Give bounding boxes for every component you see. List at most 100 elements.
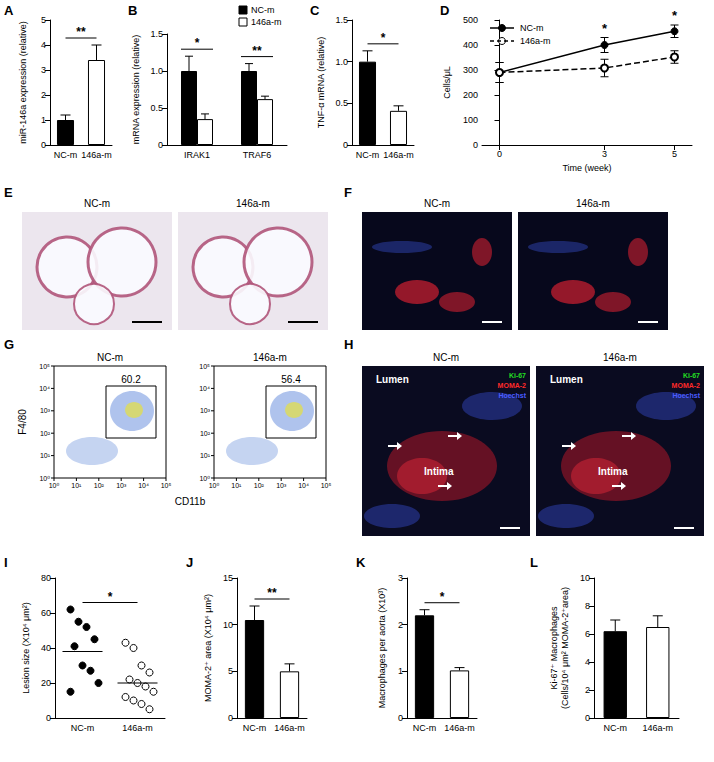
svg-text:*: * — [440, 590, 445, 604]
svg-text:C: C — [310, 3, 320, 18]
svg-text:60: 60 — [41, 608, 51, 618]
svg-text:1.0: 1.0 — [335, 57, 348, 67]
svg-text:10¹: 10¹ — [40, 452, 51, 459]
svg-text:Hoechst: Hoechst — [498, 392, 526, 399]
svg-text:Cells/μL: Cells/μL — [442, 66, 452, 99]
svg-text:NC-m: NC-m — [97, 352, 123, 363]
svg-text:IRAK1: IRAK1 — [184, 150, 210, 160]
svg-text:10⁰: 10⁰ — [49, 482, 60, 489]
svg-text:10⁴: 10⁴ — [138, 482, 149, 489]
svg-text:NC-m: NC-m — [243, 723, 267, 733]
svg-text:3: 3 — [602, 149, 607, 159]
svg-text:146a-m: 146a-m — [236, 198, 270, 209]
svg-text:NC-m: NC-m — [604, 723, 628, 733]
svg-text:10¹: 10¹ — [200, 452, 211, 459]
svg-text:NC-m: NC-m — [424, 198, 450, 209]
svg-text:J: J — [186, 555, 193, 570]
svg-text:1.5: 1.5 — [335, 15, 348, 25]
svg-text:F: F — [344, 185, 352, 200]
svg-text:10⁰: 10⁰ — [39, 475, 50, 482]
svg-text:80: 80 — [41, 573, 51, 583]
svg-text:TNF-α mRNA (relative): TNF-α mRNA (relative) — [316, 37, 326, 129]
svg-text:10³: 10³ — [116, 482, 127, 489]
svg-text:NC-m: NC-m — [54, 150, 78, 160]
svg-text:NC-m: NC-m — [433, 352, 459, 363]
svg-text:10⁵: 10⁵ — [321, 482, 332, 489]
svg-text:CD11b: CD11b — [175, 496, 206, 507]
svg-text:Time (week): Time (week) — [562, 163, 611, 173]
svg-text:10: 10 — [580, 573, 590, 583]
svg-text:0: 0 — [228, 713, 233, 723]
svg-text:4: 4 — [41, 40, 46, 50]
svg-text:5: 5 — [672, 149, 677, 159]
svg-text:K: K — [356, 555, 366, 570]
svg-text:NC-m: NC-m — [413, 723, 437, 733]
svg-text:miR-146a expression (relative): miR-146a expression (relative) — [18, 21, 28, 144]
svg-text:10²: 10² — [254, 482, 265, 489]
svg-text:0: 0 — [585, 713, 590, 723]
svg-text:146a-m: 146a-m — [444, 723, 475, 733]
svg-text:5: 5 — [41, 15, 46, 25]
svg-text:G: G — [4, 337, 14, 352]
svg-text:MOMA-2⁺ area (X10⁴ μm²): MOMA-2⁺ area (X10⁴ μm²) — [203, 594, 213, 702]
svg-text:*: * — [108, 590, 113, 604]
svg-text:10⁴: 10⁴ — [298, 482, 309, 489]
svg-text:10⁵: 10⁵ — [161, 482, 172, 489]
svg-text:40: 40 — [41, 643, 51, 653]
svg-text:146a-m: 146a-m — [81, 150, 112, 160]
svg-text:1: 1 — [41, 115, 46, 125]
svg-text:mRNA expression (relative): mRNA expression (relative) — [131, 35, 141, 145]
svg-text:**: ** — [252, 44, 262, 58]
svg-text:10²: 10² — [200, 430, 211, 437]
svg-text:0.5: 0.5 — [150, 103, 163, 113]
svg-text:0: 0 — [158, 140, 163, 150]
svg-text:10⁵: 10⁵ — [199, 363, 210, 370]
svg-text:10⁴: 10⁴ — [39, 385, 50, 392]
svg-text:146a-m: 146a-m — [383, 150, 414, 160]
svg-text:2: 2 — [41, 90, 46, 100]
svg-text:10³: 10³ — [40, 407, 51, 414]
svg-text:146a-m: 146a-m — [642, 723, 673, 733]
svg-text:Macrophages per aorta (X10³): Macrophages per aorta (X10³) — [377, 588, 387, 709]
svg-text:E: E — [4, 185, 13, 200]
svg-text:0.5: 0.5 — [335, 98, 348, 108]
svg-text:H: H — [344, 337, 353, 352]
svg-text:NC-m: NC-m — [356, 150, 380, 160]
svg-text:5: 5 — [228, 666, 233, 676]
svg-text:3: 3 — [41, 65, 46, 75]
svg-text:8: 8 — [585, 601, 590, 611]
svg-text:TRAF6: TRAF6 — [243, 150, 272, 160]
svg-text:146a-m: 146a-m — [251, 17, 282, 27]
svg-text:0: 0 — [46, 713, 51, 723]
svg-text:0: 0 — [41, 140, 46, 150]
svg-text:10¹: 10¹ — [231, 482, 242, 489]
svg-text:146a-m: 146a-m — [253, 352, 287, 363]
svg-text:0: 0 — [497, 149, 502, 159]
svg-text:10²: 10² — [40, 430, 51, 437]
svg-text:10³: 10³ — [276, 482, 287, 489]
svg-text:*: * — [602, 21, 608, 36]
svg-text:Intima: Intima — [424, 466, 454, 477]
svg-text:D: D — [440, 3, 449, 18]
svg-text:100: 100 — [463, 115, 478, 125]
svg-text:15: 15 — [223, 573, 233, 583]
svg-text:1.0: 1.0 — [150, 66, 163, 76]
svg-text:Hoechst: Hoechst — [672, 392, 700, 399]
svg-text:1: 1 — [398, 666, 403, 676]
svg-text:Lumen: Lumen — [550, 374, 583, 385]
svg-text:Ki-67⁺ Macrophages: Ki-67⁺ Macrophages — [549, 606, 559, 689]
svg-text:**: ** — [76, 25, 86, 39]
svg-text:146a-m: 146a-m — [122, 723, 153, 733]
svg-text:Lesion size (X10⁴ μm²): Lesion size (X10⁴ μm²) — [21, 602, 31, 694]
svg-text:10⁰: 10⁰ — [199, 475, 210, 482]
svg-text:NC-m: NC-m — [71, 723, 95, 733]
svg-text:10⁵: 10⁵ — [39, 363, 50, 370]
svg-text:2: 2 — [585, 685, 590, 695]
svg-text:10⁰: 10⁰ — [209, 482, 220, 489]
svg-text:NC-m: NC-m — [84, 198, 110, 209]
svg-text:NC-m: NC-m — [520, 23, 544, 33]
svg-text:300: 300 — [463, 65, 478, 75]
svg-text:200: 200 — [463, 90, 478, 100]
svg-text:**: ** — [267, 586, 277, 600]
svg-text:0: 0 — [473, 140, 478, 150]
